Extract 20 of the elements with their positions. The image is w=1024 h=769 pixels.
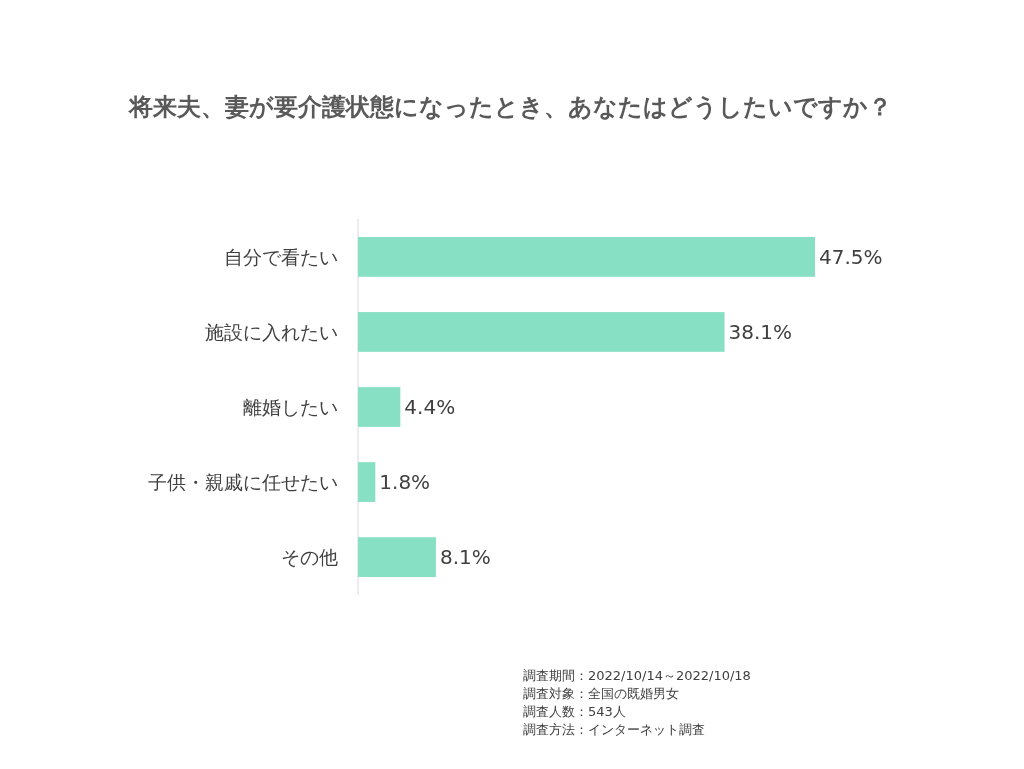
bar [358, 237, 815, 277]
bar [358, 312, 725, 352]
data-label: 47.5% [819, 244, 883, 269]
text: 調査対象：全国の既婚男女 [523, 685, 679, 701]
y-tick-label: 自分で看たい [224, 245, 338, 268]
text: 調査方法：インターネット調査 [523, 721, 705, 737]
data-label: 4.4% [404, 395, 456, 419]
data-label: 1.8% [379, 470, 431, 495]
bar [358, 387, 401, 427]
y-tick-label: その他 [281, 546, 338, 569]
bar [358, 537, 436, 577]
y-tick-label: 施設に入れたい [205, 320, 338, 343]
data-label: 38.1% [728, 319, 793, 344]
text: 調査人数：543人 [523, 703, 626, 719]
text: 調査期間：2022/10/14～2022/10/18 [523, 667, 751, 683]
y-tick-label: 子供・親戚に任せたい [148, 471, 338, 494]
chart-title: 将来夫、妻が要介護状態になったとき、あなたはどうしたいですか？ [126, 93, 892, 121]
data-label: 8.1% [439, 545, 491, 570]
bar [358, 462, 376, 502]
y-tick-label: 離婚したい [243, 396, 338, 418]
